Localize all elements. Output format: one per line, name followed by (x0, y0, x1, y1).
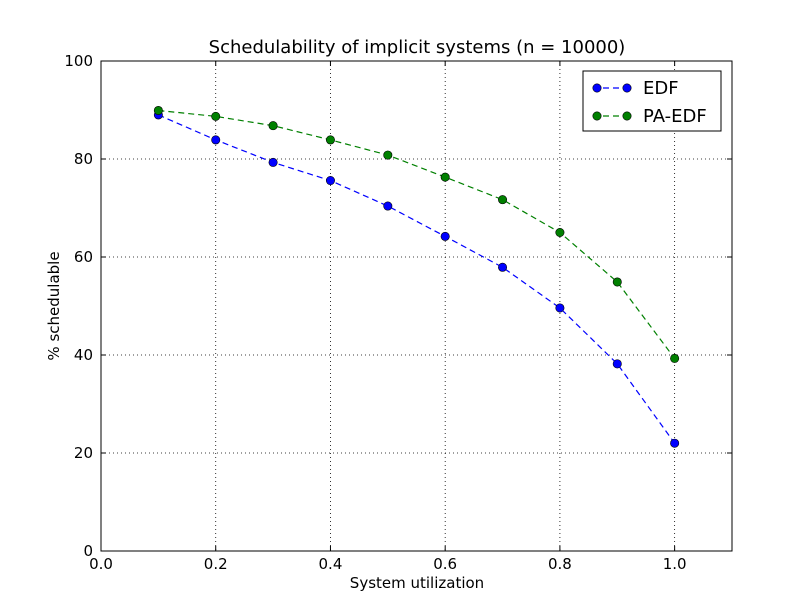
y-tick-label: 20 (74, 444, 93, 462)
legend-label: PA-EDF (643, 106, 707, 127)
data-point-edf (211, 135, 221, 145)
legend: EDF PA-EDF (582, 70, 722, 132)
x-tick-label: 0.6 (433, 555, 457, 573)
series-line-pa-edf (158, 109, 676, 359)
legend-swatch-marker (592, 83, 602, 93)
data-point-pa-edf (325, 135, 335, 145)
x-tick-label: 1.0 (663, 555, 687, 573)
data-point-edf (555, 303, 565, 313)
x-tick-label: 0.2 (204, 555, 228, 573)
legend-box (582, 70, 722, 132)
x-tick-label: 0.4 (319, 555, 343, 573)
data-point-edf (325, 176, 335, 186)
data-point-pa-edf (268, 121, 278, 131)
series-pa-edf (153, 105, 680, 363)
data-point-pa-edf (612, 277, 622, 287)
legend-swatch-marker (622, 111, 632, 121)
x-axis-title: System utilization (350, 574, 484, 592)
series-edf (153, 110, 680, 448)
y-tick-label: 60 (74, 248, 93, 266)
legend-swatch-marker (622, 83, 632, 93)
series-line-edf (158, 114, 676, 444)
y-tick-label: 80 (74, 150, 93, 168)
y-tick-label: 100 (64, 52, 93, 70)
y-tick-label: 40 (74, 346, 93, 364)
axis-ticks: 0.0 0.2 0.4 0.6 0.8 1.0 0 20 40 60 80 100 (64, 52, 732, 573)
x-tick-label: 0.0 (89, 555, 113, 573)
data-point-edf (268, 157, 278, 167)
x-tick-label: 0.8 (548, 555, 572, 573)
data-point-edf (383, 201, 393, 211)
data-point-edf (498, 262, 508, 272)
data-point-pa-edf (670, 353, 680, 363)
series-layer (153, 105, 680, 448)
plot-area-frame (100, 60, 733, 552)
data-point-pa-edf (153, 105, 163, 115)
legend-entry-pa-edf: PA-EDF (592, 106, 707, 127)
data-point-edf (440, 231, 450, 241)
legend-swatch-marker (592, 111, 602, 121)
data-point-pa-edf (211, 111, 221, 121)
data-point-pa-edf (555, 228, 565, 238)
data-point-edf (612, 359, 622, 369)
chart-title: Schedulability of implicit systems (n = … (209, 37, 626, 58)
data-point-pa-edf (383, 150, 393, 160)
data-point-pa-edf (498, 195, 508, 205)
legend-entry-edf: EDF (592, 78, 679, 99)
y-tick-label: 0 (83, 542, 93, 560)
legend-label: EDF (643, 78, 679, 99)
data-point-edf (670, 438, 680, 448)
y-axis-title: % schedulable (45, 251, 63, 360)
data-point-pa-edf (440, 172, 450, 182)
